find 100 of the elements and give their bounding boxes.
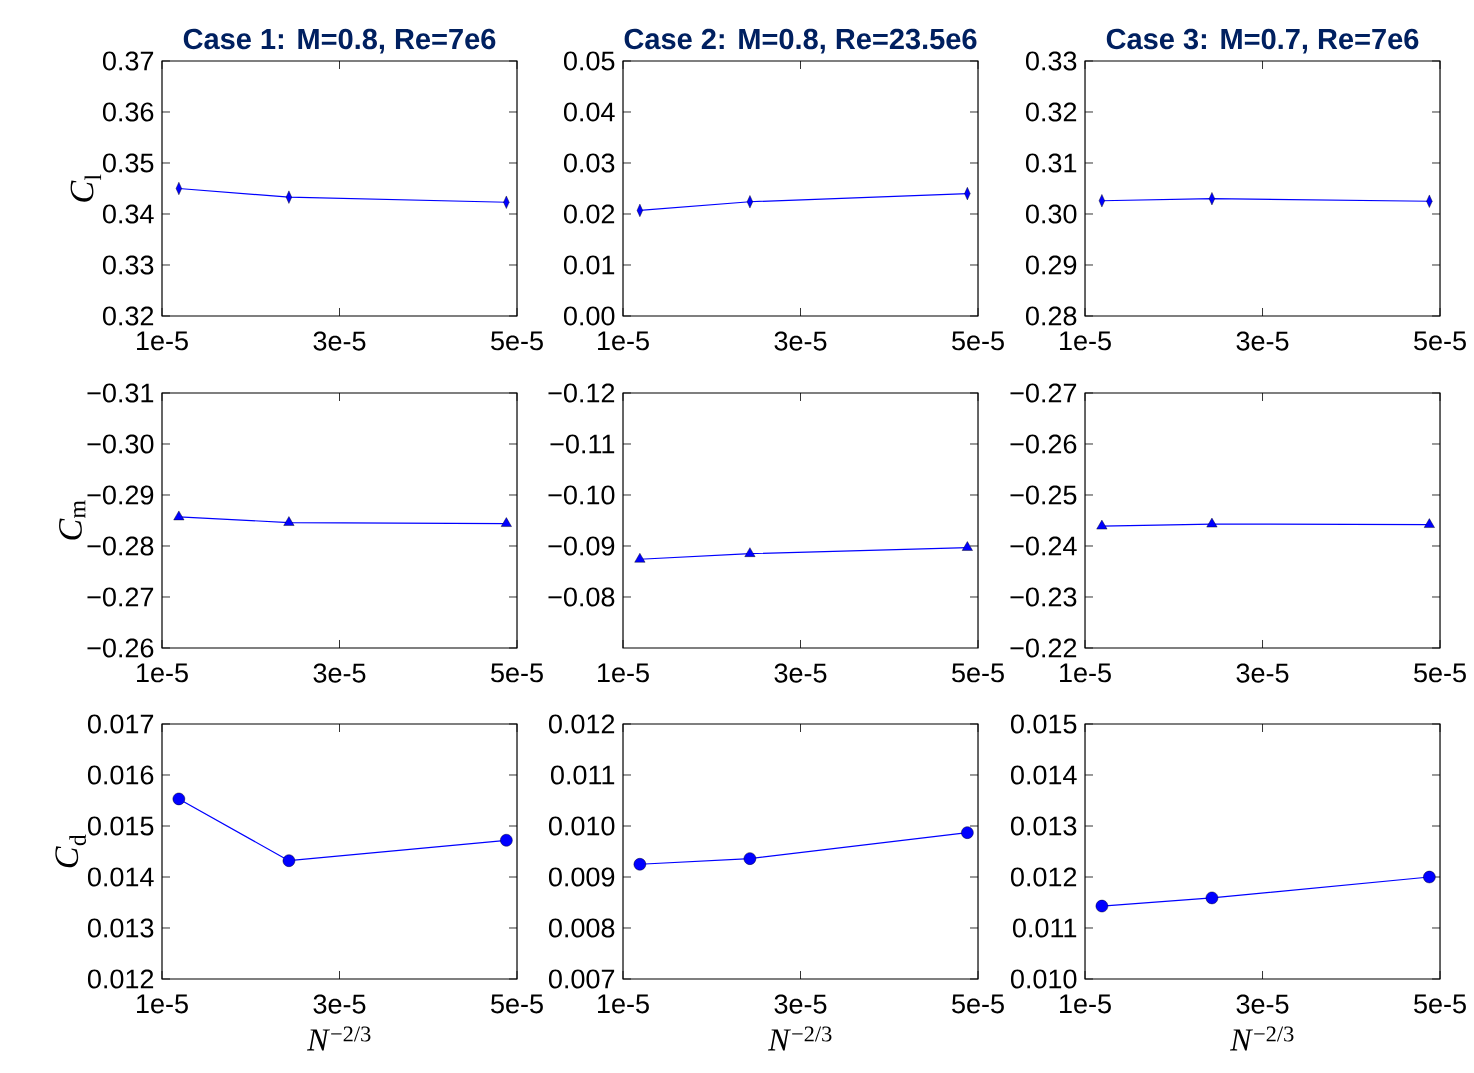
y-tick-label: −0.26 xyxy=(1010,434,1077,454)
x-tick-label: 1e-5 xyxy=(1060,331,1111,351)
x-tick-label: 1e-5 xyxy=(137,663,188,683)
y-tick-label: −0.22 xyxy=(1010,638,1077,658)
x-tick-label: 5e-5 xyxy=(1414,331,1466,351)
y-tick-label: 0.010 xyxy=(548,816,615,836)
x-axis-title: N$^{−2/3}$ xyxy=(1229,1026,1294,1051)
y-tick-label: 0.29 xyxy=(1025,255,1077,275)
y-tick-label: 0.015 xyxy=(1010,714,1077,734)
y-tick-label: 0.012 xyxy=(87,969,154,989)
y-tick-label: −0.24 xyxy=(1010,536,1077,556)
x-tick-label: 3e-5 xyxy=(313,663,366,683)
x-tick-label: 1e-5 xyxy=(598,994,649,1014)
x-tick-label: 3e-5 xyxy=(774,663,827,683)
y-tick-label: 0.01 xyxy=(563,255,615,275)
point xyxy=(500,517,512,527)
x-tick-label: 1e-5 xyxy=(1060,663,1111,683)
y-tick-label: 0.35 xyxy=(102,153,154,173)
y-tick-label: 0.37 xyxy=(102,51,154,71)
x-tick-label: 1e-5 xyxy=(137,994,188,1014)
y-tick-label: −0.08 xyxy=(548,587,615,607)
y-tick-label: 0.36 xyxy=(102,102,154,122)
y-tick-label: −0.29 xyxy=(87,485,154,505)
y-tick-label: 0.013 xyxy=(87,918,154,938)
y-tick-label: −0.23 xyxy=(1010,587,1077,607)
y-tick-label: 0.015 xyxy=(87,816,154,836)
point xyxy=(172,792,186,806)
y-tick-label: 0.014 xyxy=(87,867,154,887)
y-tick-label: 0.011 xyxy=(1012,918,1077,938)
chart-title: Case 2: M=0.8, Re=23.5e6 xyxy=(624,28,977,54)
y-tick-label: 0.31 xyxy=(1025,153,1077,173)
point xyxy=(634,553,646,563)
point xyxy=(173,510,185,521)
y-tick-label: −0.28 xyxy=(87,536,154,556)
point xyxy=(1095,899,1109,913)
x-tick-label: 5e-5 xyxy=(952,331,1004,351)
y-tick-label: 0.017 xyxy=(87,714,154,734)
y-tick-label: 0.012 xyxy=(1010,867,1077,887)
y-tick-label: 0.05 xyxy=(563,51,615,71)
x-tick-label: 1e-5 xyxy=(598,331,649,351)
y-tick-label: −0.25 xyxy=(1010,485,1077,505)
y-tick-label: 0.007 xyxy=(548,969,615,989)
y-tick-label: −0.31 xyxy=(87,383,154,403)
y-tick-label: 0.28 xyxy=(1025,306,1077,326)
point xyxy=(283,516,295,526)
point xyxy=(961,826,974,839)
point xyxy=(500,834,513,847)
y-axis-title: C$_{d}$ xyxy=(55,834,87,868)
y-tick-label: −0.27 xyxy=(87,587,154,607)
x-tick-label: 1e-5 xyxy=(1060,994,1111,1014)
y-tick-label: −0.30 xyxy=(87,434,154,454)
y-tick-label: 0.32 xyxy=(1025,102,1077,122)
y-tick-label: −0.12 xyxy=(548,383,615,403)
x-tick-label: 3e-5 xyxy=(1236,663,1289,683)
y-tick-label: 0.009 xyxy=(548,867,615,887)
y-tick-label: 0.008 xyxy=(548,918,615,938)
y-tick-label: 0.00 xyxy=(563,306,615,326)
point xyxy=(633,858,647,871)
x-tick-label: 3e-5 xyxy=(1236,994,1289,1014)
x-tick-label: 5e-5 xyxy=(491,331,543,351)
x-tick-label: 5e-5 xyxy=(491,994,543,1014)
y-tick-label: 0.32 xyxy=(102,306,154,326)
x-tick-label: 1e-5 xyxy=(598,663,649,683)
x-tick-label: 5e-5 xyxy=(952,663,1004,683)
point xyxy=(282,854,296,867)
x-axis-title: N$^{−2/3}$ xyxy=(306,1026,371,1051)
point xyxy=(743,852,757,865)
x-tick-label: 5e-5 xyxy=(1414,994,1466,1014)
y-tick-label: −0.27 xyxy=(1010,383,1077,403)
x-axis-title: N$^{−2/3}$ xyxy=(767,1026,832,1051)
y-tick-label: 0.33 xyxy=(1025,51,1077,71)
point xyxy=(744,547,756,557)
point xyxy=(961,541,973,551)
y-tick-label: 0.30 xyxy=(1025,204,1077,224)
point xyxy=(1423,870,1436,884)
y-tick-label: 0.014 xyxy=(1010,765,1077,785)
x-tick-label: 3e-5 xyxy=(313,331,366,351)
y-tick-label: 0.03 xyxy=(563,153,615,173)
y-tick-label: −0.10 xyxy=(548,485,615,505)
x-tick-label: 1e-5 xyxy=(137,331,188,351)
x-tick-label: 5e-5 xyxy=(491,663,543,683)
chart-title: Case 1: M=0.8, Re=7e6 xyxy=(183,28,496,54)
x-tick-label: 3e-5 xyxy=(1236,331,1289,351)
x-tick-label: 3e-5 xyxy=(774,331,827,351)
y-tick-label: 0.33 xyxy=(102,255,154,275)
x-tick-label: 3e-5 xyxy=(313,994,366,1014)
y-axis-title: C$_{m}$ xyxy=(59,500,86,540)
y-tick-label: 0.013 xyxy=(1010,816,1077,836)
y-tick-label: 0.02 xyxy=(563,204,615,224)
y-tick-label: 0.010 xyxy=(1010,969,1077,989)
x-tick-label: 3e-5 xyxy=(774,994,827,1014)
chart-title: Case 3: M=0.7, Re=7e6 xyxy=(1106,28,1419,54)
y-tick-label: 0.34 xyxy=(102,204,154,224)
y-tick-label: −0.09 xyxy=(548,536,615,556)
y-tick-label: 0.016 xyxy=(87,765,154,785)
y-tick-label: −0.26 xyxy=(87,638,154,658)
y-tick-label: 0.012 xyxy=(548,714,615,734)
point xyxy=(1205,891,1219,905)
y-tick-label: −0.11 xyxy=(550,434,615,454)
x-tick-label: 5e-5 xyxy=(952,994,1004,1014)
